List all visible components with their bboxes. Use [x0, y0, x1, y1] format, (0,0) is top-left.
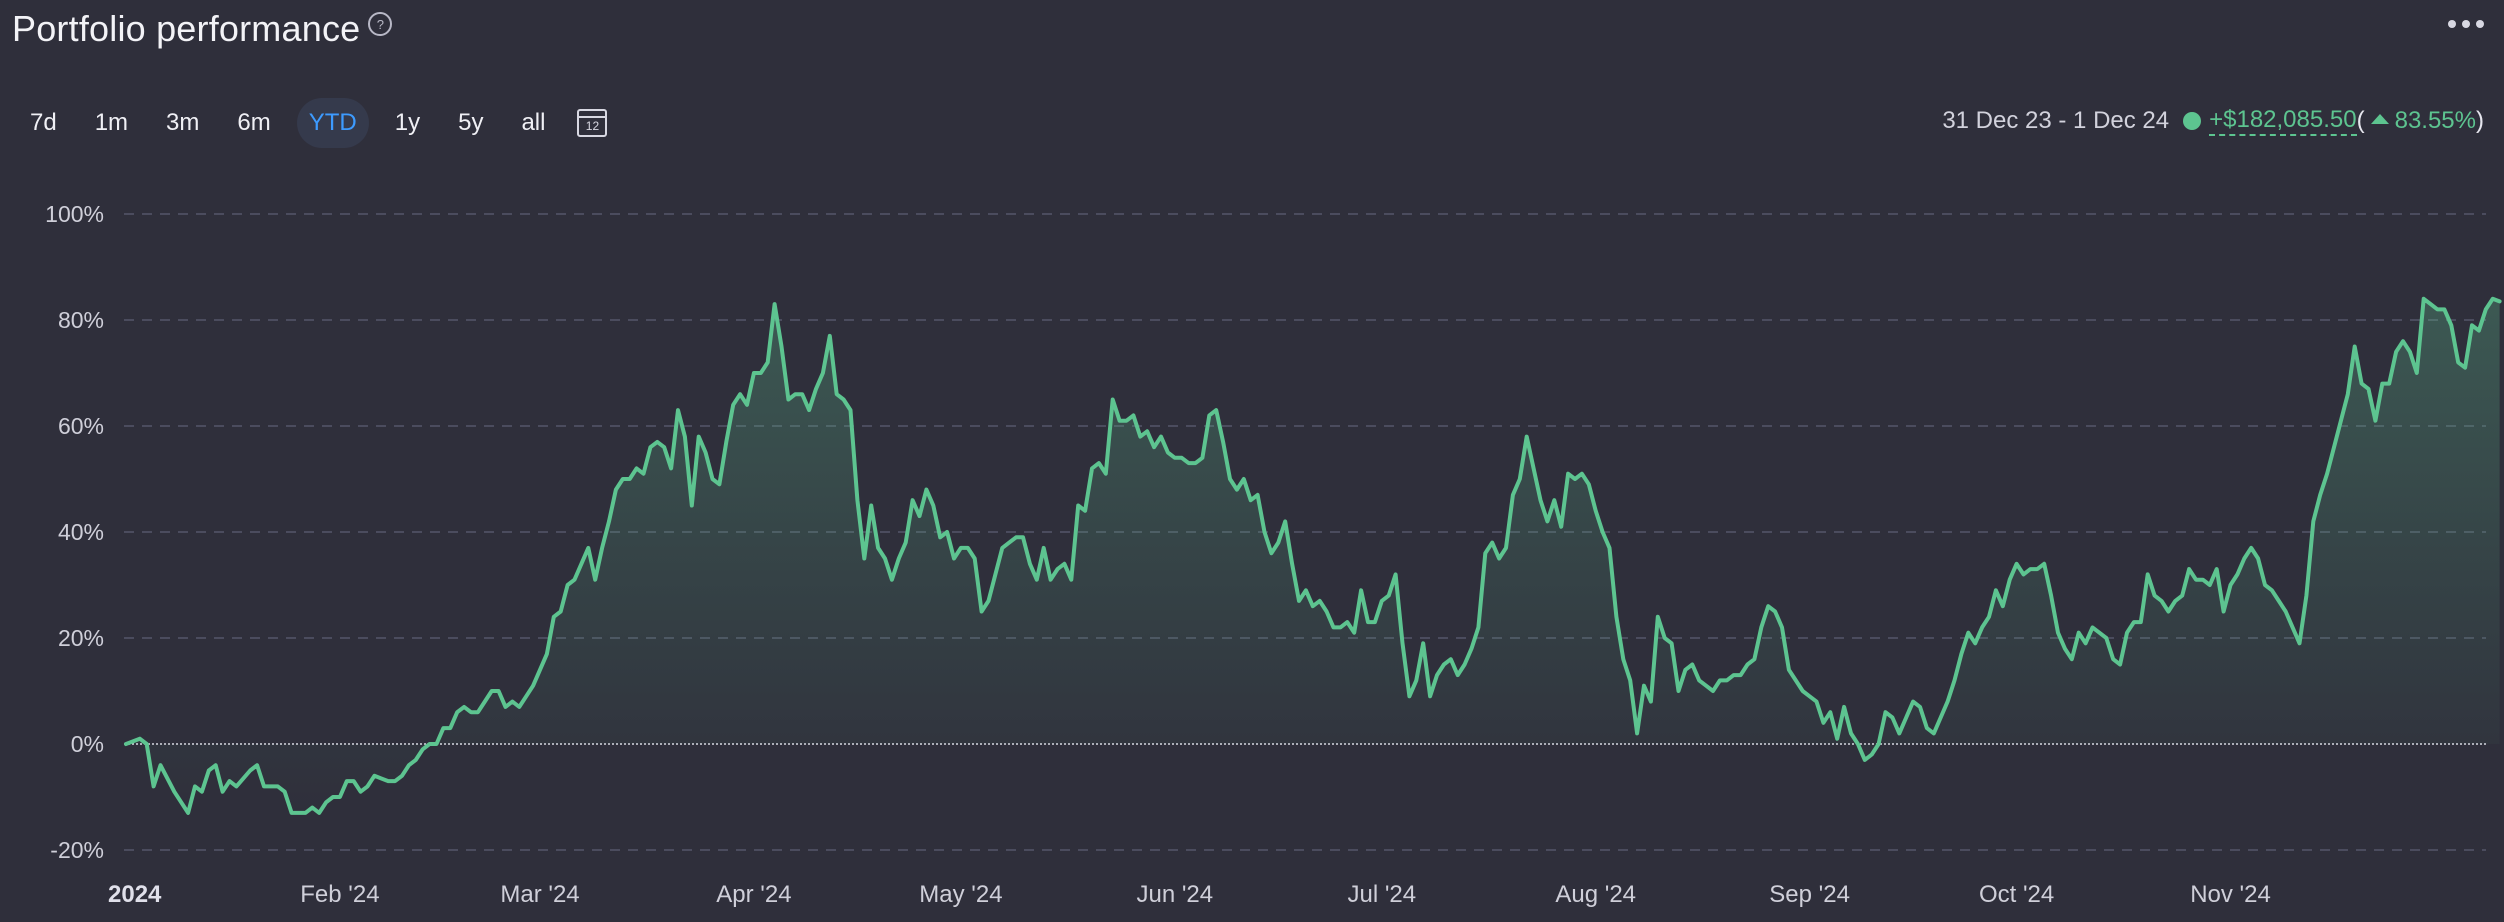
gain-amount[interactable]: +$182,085.50	[2209, 106, 2357, 136]
help-icon[interactable]: ?	[368, 12, 393, 36]
x-tick-label: Mar '24	[500, 881, 579, 908]
x-tick-label: Jul '24	[1347, 881, 1416, 908]
y-tick-label: 40%	[58, 519, 104, 545]
y-tick-label: 20%	[58, 625, 104, 651]
performance-summary: 31 Dec 23 - 1 Dec 24 +$182,085.50 ( 83.5…	[1942, 106, 2484, 136]
calendar-day: 12	[585, 119, 600, 133]
more-options-icon[interactable]	[2448, 20, 2484, 28]
x-tick-label: Oct '24	[1979, 881, 2054, 908]
more-dot	[2448, 20, 2456, 28]
range-1m-button[interactable]: 1m	[94, 109, 129, 136]
range-3m-button[interactable]: 3m	[166, 109, 200, 136]
series-line[interactable]	[124, 296, 2502, 815]
range-6m-button[interactable]: 6m	[237, 109, 271, 136]
x-tick-label: 2024	[108, 881, 162, 908]
range-7d-button[interactable]: 7d	[30, 109, 57, 136]
y-tick-label: 80%	[58, 307, 104, 333]
x-tick-label: Aug '24	[1555, 881, 1636, 908]
more-dot	[2462, 20, 2470, 28]
range-ytd-button[interactable]: YTD	[296, 98, 369, 148]
x-tick-label: Jun '24	[1136, 881, 1213, 908]
x-tick-label: Feb '24	[300, 881, 379, 908]
range-selector: 7d 1m 3m 6m YTD 1y 5y all 12	[18, 98, 608, 148]
range-5y-button[interactable]: 5y	[458, 109, 484, 136]
widget-header: Portfolio performance ?	[12, 8, 393, 50]
series-area	[126, 298, 2500, 813]
period-label: 31 Dec 23 - 1 Dec 24	[1942, 107, 2170, 134]
y-tick-label: 100%	[45, 201, 104, 227]
page-title: Portfolio performance	[12, 8, 361, 49]
x-tick-label: Nov '24	[2190, 881, 2271, 908]
y-tick-label: 60%	[58, 413, 104, 439]
arrow-up-icon	[2370, 114, 2389, 124]
calendar-icon[interactable]: 12	[577, 109, 608, 137]
x-tick-label: Apr '24	[716, 881, 791, 908]
y-tick-label: -20%	[50, 837, 104, 863]
gain-percent: 83.55%	[2394, 107, 2476, 134]
open-paren: (	[2356, 107, 2365, 134]
range-all-button[interactable]: all	[521, 109, 546, 136]
series-dot-icon	[2183, 112, 2202, 130]
range-1y-button[interactable]: 1y	[394, 109, 421, 136]
x-tick-label: Sep '24	[1769, 881, 1850, 908]
y-tick-label: 0%	[71, 731, 104, 757]
more-dot	[2476, 20, 2484, 28]
x-tick-label: May '24	[919, 881, 1002, 908]
close-paren: )	[2476, 107, 2484, 134]
